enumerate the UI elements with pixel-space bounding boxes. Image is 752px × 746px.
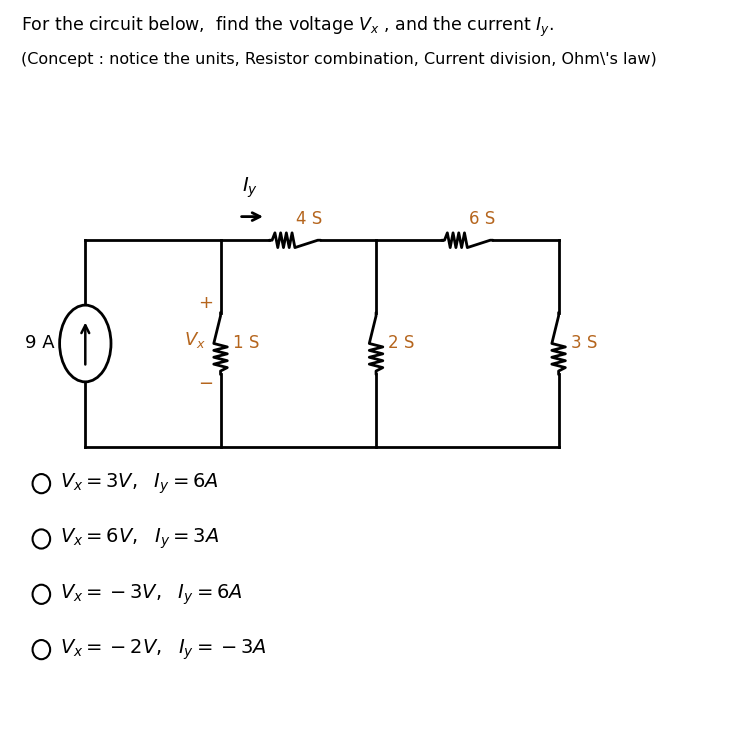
Text: +: + (199, 294, 213, 312)
Text: $-$: $-$ (198, 373, 214, 391)
Text: (Concept : notice the units, Resistor combination, Current division, Ohm\'s law): (Concept : notice the units, Resistor co… (21, 52, 656, 67)
Text: 9 A: 9 A (25, 334, 54, 353)
Text: 4 S: 4 S (296, 210, 323, 228)
Text: 3 S: 3 S (571, 334, 597, 353)
Text: 2 S: 2 S (388, 334, 414, 353)
Text: $V_x$: $V_x$ (183, 330, 205, 350)
Text: 1 S: 1 S (232, 334, 259, 353)
Text: $V_x = 3V,\ \ I_y = 6A$: $V_x = 3V,\ \ I_y = 6A$ (59, 471, 218, 496)
Text: For the circuit below,  find the voltage $V_x$ , and the current $I_y$.: For the circuit below, find the voltage … (21, 15, 554, 40)
Text: $V_x = 6V,\ \ I_y = 3A$: $V_x = 6V,\ \ I_y = 3A$ (59, 527, 219, 551)
Text: 6 S: 6 S (468, 210, 495, 228)
Text: $V_x = -2V,\ \ I_y = -3A$: $V_x = -2V,\ \ I_y = -3A$ (59, 637, 266, 662)
Text: $I_y$: $I_y$ (242, 176, 258, 201)
Ellipse shape (59, 305, 111, 382)
Text: $V_x = -3V,\ \ I_y = 6A$: $V_x = -3V,\ \ I_y = 6A$ (59, 582, 242, 606)
